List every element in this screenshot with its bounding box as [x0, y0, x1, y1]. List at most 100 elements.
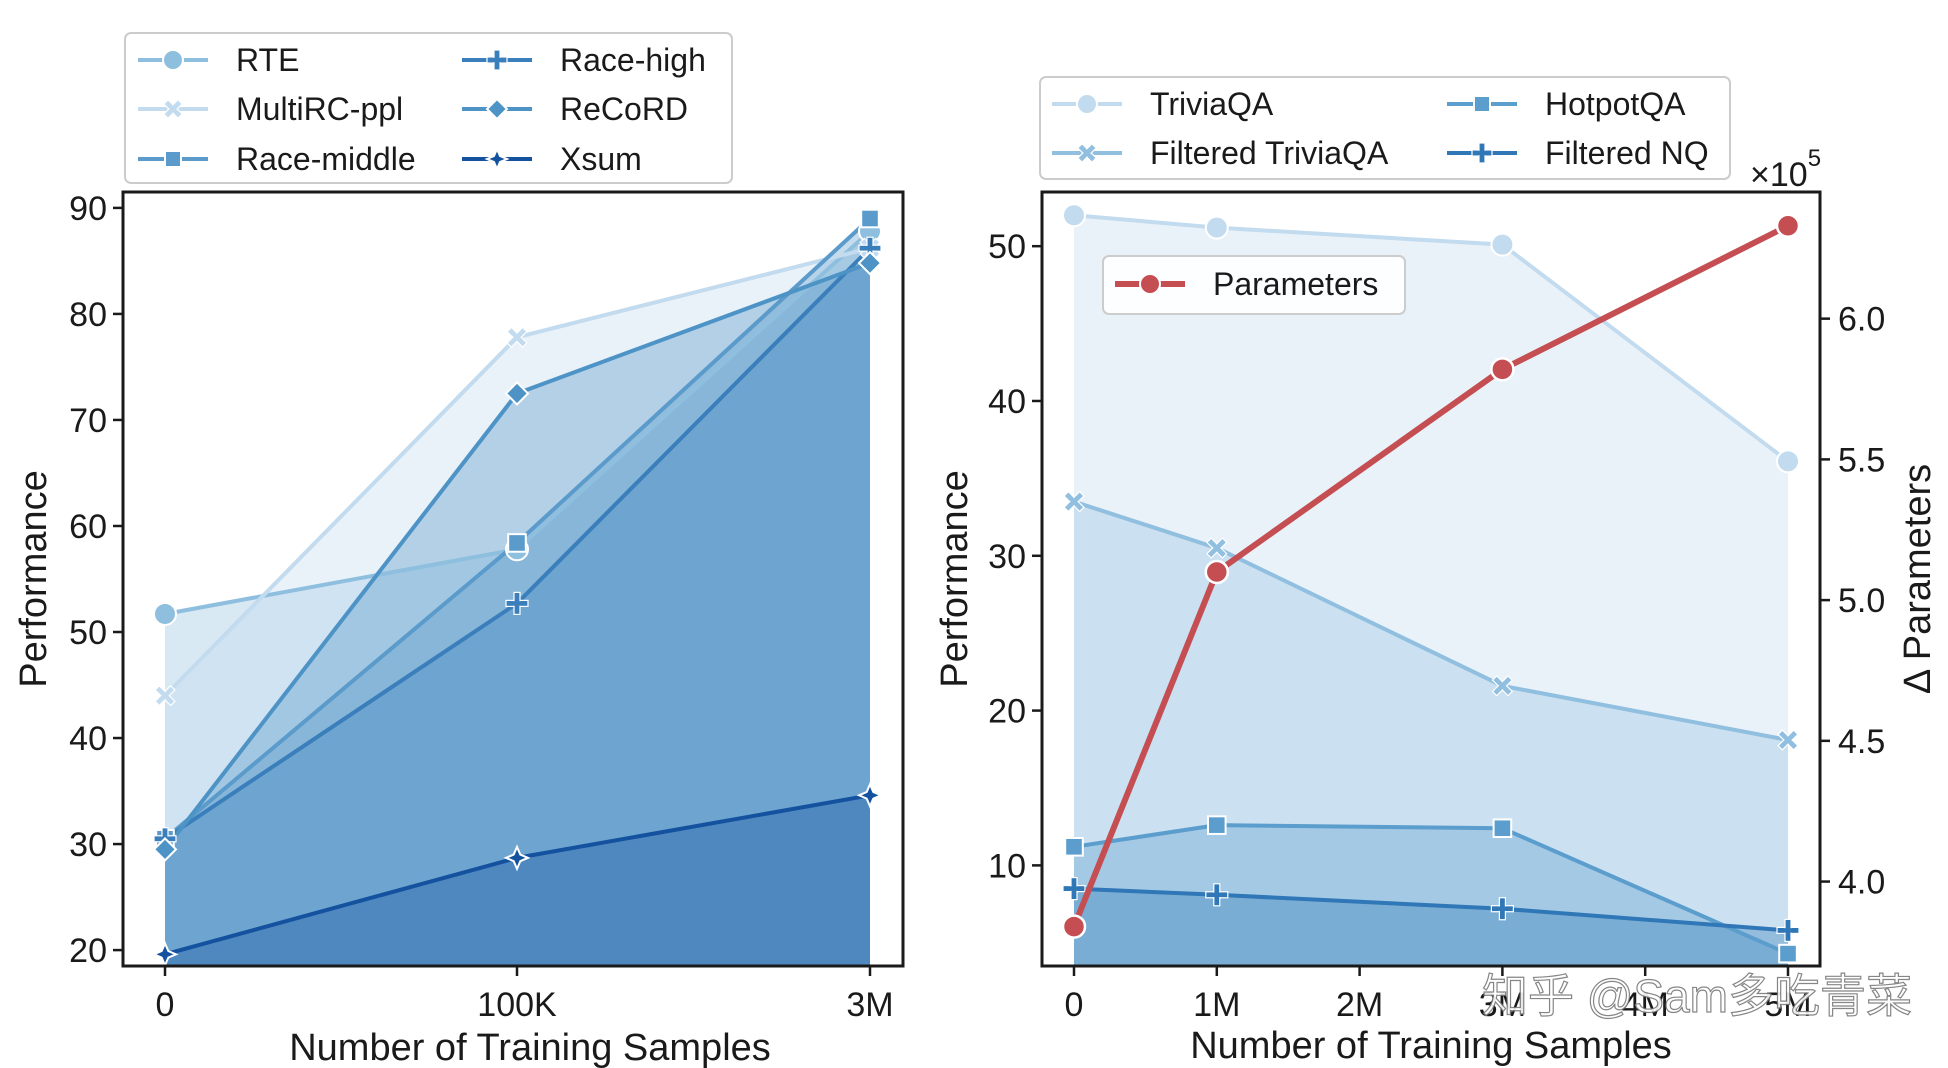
- right-secondary-y-ticks: 4.0 4.5 5.0 5.5 6.0: [1820, 301, 1885, 902]
- y-tick-label: 50: [69, 614, 107, 652]
- right-y-axis-label: Performance: [934, 470, 976, 688]
- point-xsum-1: [503, 844, 531, 872]
- secondary-axis-offset-exponent: 5: [1808, 145, 1821, 172]
- y2-tick-label: 5.5: [1838, 441, 1885, 479]
- line-filtered-triviaqa: [1073, 499, 1789, 742]
- y-tick-label: 30: [988, 538, 1026, 576]
- legend-item-triviaqa: TriviaQA: [1052, 86, 1274, 122]
- right-legend-items: TriviaQA Filtered TriviaQA HotpotQA Filtere…: [1052, 86, 1709, 171]
- y2-tick-label: 4.0: [1838, 864, 1885, 902]
- point-filtered-triviaqa-3: [1777, 729, 1799, 751]
- point-parameters-2: [1490, 357, 1515, 382]
- point-race-high-1: [505, 591, 529, 615]
- parameters-legend-item: Parameters: [1115, 266, 1378, 302]
- point-triviaqa-3: [1776, 449, 1800, 474]
- left-chart: 20 30 40 50 60 70 80 90 0 100K 3M Number of Train…: [13, 32, 905, 1068]
- point-hotpotqa-2: [1492, 818, 1513, 839]
- point-filtered-triviaqa-0: [1063, 490, 1085, 513]
- y-tick-label: 90: [69, 190, 107, 228]
- right-legend: TriviaQA Filtered TriviaQA HotpotQA Filtere…: [1039, 76, 1731, 180]
- point-hotpotqa-3: [1778, 943, 1798, 964]
- point-filtered-nq-1: [1205, 883, 1229, 907]
- legend-marker-filtered-nq: [1471, 142, 1493, 164]
- legend-item-race-high: Race-high: [462, 42, 706, 78]
- point-multirc-ppl-1: [506, 326, 528, 349]
- legend-label: TriviaQA: [1150, 86, 1274, 122]
- right-x-ticks: 0 1M 2M 3M 4M 5M: [1065, 966, 1812, 1024]
- legend-item-rte: RTE: [138, 42, 299, 78]
- legend-marker-parameters: [1139, 273, 1161, 295]
- legend-item-record: ReCoRD: [462, 91, 688, 127]
- legend-item-xsum: Xsum: [462, 141, 642, 177]
- legend-item-multirc-ppl: MultiRC-ppl: [138, 91, 403, 127]
- point-filtered-triviaqa-1: [1206, 537, 1228, 559]
- point-filtered-nq-3: [1776, 918, 1800, 942]
- x-tick-label: 100K: [477, 986, 557, 1024]
- point-rte-0: [153, 601, 177, 626]
- point-race-middle-1: [507, 533, 527, 553]
- legend-item-filtered-triviaqa: Filtered TriviaQA: [1052, 135, 1389, 171]
- right-secondary-y-axis-label: Δ Parameters: [1897, 464, 1939, 694]
- area-xsum: [165, 795, 870, 966]
- x-tick-label: 4M: [1622, 986, 1669, 1024]
- y-tick-label: 50: [988, 228, 1026, 266]
- legend-marker-filtered-triviaqa: [1076, 142, 1098, 164]
- y-tick-label: 70: [69, 402, 107, 440]
- left-legend-box: [124, 32, 733, 184]
- point-parameters-3: [1775, 213, 1801, 239]
- point-hotpotqa-0: [1064, 837, 1084, 857]
- point-parameters-0: [1061, 914, 1087, 939]
- x-tick-label: 3M: [846, 986, 893, 1024]
- point-filtered-triviaqa-2: [1491, 675, 1514, 697]
- legend-label: Filtered NQ: [1545, 135, 1709, 171]
- legend-marker-xsum: [484, 146, 510, 172]
- point-triviaqa-2: [1490, 232, 1515, 257]
- legend-item-parameters: Parameters: [1115, 266, 1378, 302]
- legend-label: MultiRC-ppl: [236, 91, 403, 127]
- right-chart: 10 20 30 40 50 4.0 4.5 5.0 5.5 6.0 0 1M 2M 3M 4M 5M N…: [934, 76, 1939, 1067]
- point-xsum-2: [856, 781, 884, 809]
- point-triviaqa-0: [1062, 203, 1086, 228]
- x-tick-label: 1M: [1193, 986, 1240, 1024]
- line-filtered-nq: [1073, 886, 1789, 933]
- left-plot-frame: [121, 190, 905, 968]
- legend-label: Race-middle: [236, 141, 416, 177]
- legend-marker-hotpotqa: [1473, 95, 1491, 113]
- legend-item-filtered-nq: Filtered NQ: [1447, 135, 1709, 171]
- legend-label: Parameters: [1213, 266, 1378, 302]
- y-tick-label: 10: [988, 847, 1026, 885]
- parameters-legend-box: [1102, 255, 1406, 315]
- point-record-0: [152, 836, 178, 862]
- parameters-series: [1061, 213, 1801, 939]
- parameters-legend: Parameters: [1102, 255, 1406, 315]
- legend-label: HotpotQA: [1545, 86, 1686, 122]
- y-tick-label: 80: [69, 296, 107, 334]
- legend-item-race-middle: Race-middle: [138, 141, 416, 177]
- area-hotpotqa: [1074, 825, 1788, 966]
- watermark-text: 知乎 @Sam多吃青菜: [1482, 970, 1912, 1022]
- point-filtered-nq-2: [1490, 897, 1515, 921]
- left-legend: RTE MultiRC-ppl Race-middle Race-high ReCoRD…: [124, 32, 733, 184]
- y-tick-label: 40: [69, 720, 107, 758]
- y2-tick-label: 5.0: [1838, 582, 1885, 620]
- line-parameters: [1071, 223, 1790, 928]
- line-hotpotqa: [1073, 823, 1789, 956]
- area-triviaqa: [1074, 215, 1788, 966]
- legend-item-hotpotqa: HotpotQA: [1447, 86, 1686, 122]
- legend-marker-record: [485, 97, 509, 121]
- point-hotpotqa-1: [1207, 815, 1227, 835]
- right-y-ticks: 10 20 30 40 50: [988, 228, 1042, 885]
- area-filtered-triviaqa: [1074, 501, 1788, 966]
- point-race-middle-2: [860, 208, 880, 229]
- secondary-axis-offset-base: ×10: [1750, 156, 1808, 194]
- area-filtered-nq: [1074, 888, 1788, 966]
- left-x-ticks: 0 100K 3M: [156, 966, 894, 1024]
- x-tick-label: 3M: [1479, 986, 1526, 1024]
- point-filtered-nq-0: [1062, 876, 1086, 901]
- right-x-axis-label: Number of Training Samples: [1190, 1025, 1672, 1067]
- right-legend-box: [1039, 76, 1731, 180]
- x-tick-label: 0: [156, 986, 175, 1024]
- left-y-ticks: 20 30 40 50 60 70 80 90: [69, 190, 123, 970]
- legend-marker-rte: [162, 49, 184, 71]
